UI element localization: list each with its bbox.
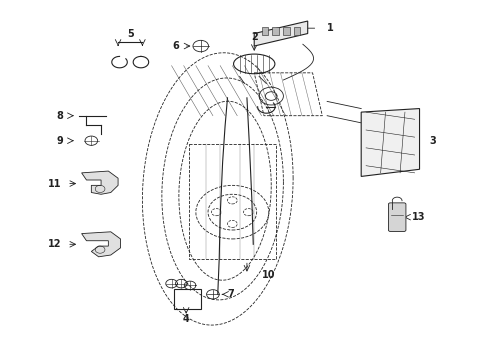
Bar (272, 27, 279, 35)
Text: 9: 9 (56, 136, 63, 146)
Text: 5: 5 (126, 28, 133, 39)
Bar (174, 289, 201, 309)
Text: 7: 7 (227, 289, 234, 299)
Polygon shape (361, 109, 419, 176)
Text: 11: 11 (48, 179, 61, 189)
Bar (293, 27, 300, 35)
Text: 3: 3 (428, 136, 435, 146)
Text: 4: 4 (183, 314, 189, 324)
Polygon shape (254, 21, 307, 46)
Polygon shape (81, 171, 118, 194)
FancyBboxPatch shape (387, 203, 405, 231)
Polygon shape (81, 232, 120, 257)
Bar (283, 27, 289, 35)
Bar (261, 27, 268, 35)
Text: 13: 13 (411, 212, 425, 222)
Text: 6: 6 (172, 41, 179, 51)
Text: 12: 12 (48, 239, 61, 249)
Text: 2: 2 (250, 32, 257, 42)
Text: 8: 8 (56, 111, 63, 121)
Text: 10: 10 (261, 270, 274, 280)
Text: 1: 1 (326, 23, 333, 33)
